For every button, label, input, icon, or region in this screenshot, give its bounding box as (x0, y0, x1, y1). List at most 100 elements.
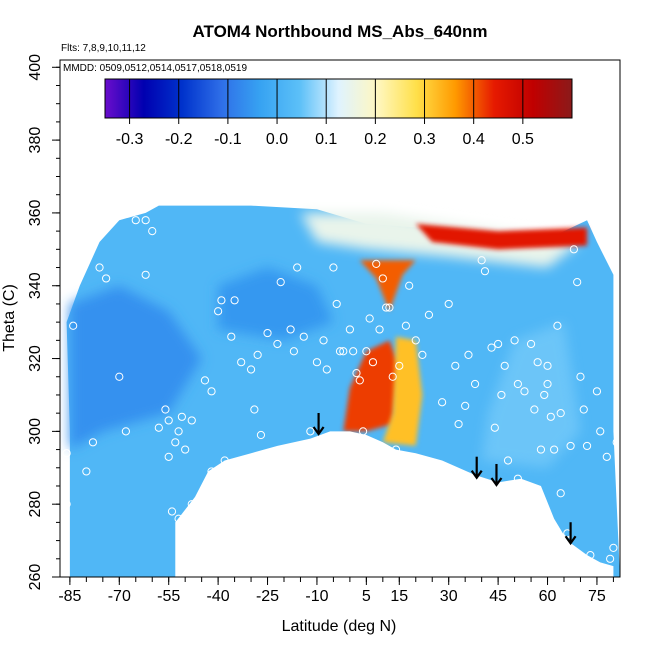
sample-point (510, 336, 519, 345)
y-axis: 260 280 300 320 340 360 380 400 (27, 54, 60, 591)
sample-point (533, 358, 542, 367)
sample-point (214, 307, 223, 316)
arrow-marker (470, 456, 483, 480)
sample-point (606, 554, 615, 563)
sample-point (464, 350, 473, 360)
sample-point (230, 296, 239, 305)
y-axis-label: Theta (C) (1, 284, 18, 352)
y-tick-label: 280 (27, 491, 44, 518)
y-tick-label: 340 (27, 272, 44, 299)
colorbar-tick-label: -0.2 (165, 131, 193, 148)
sample-point (494, 339, 503, 349)
sample-point (378, 274, 387, 283)
sample-point (497, 390, 506, 400)
sample-point (115, 372, 124, 381)
sample-point (461, 401, 470, 410)
sample-point (438, 398, 447, 407)
sample-point (237, 358, 246, 367)
sample-point (543, 379, 552, 389)
sample-point (513, 474, 522, 483)
sample-point (556, 489, 565, 498)
x-tick-label: 5 (362, 588, 371, 605)
field-subtropical-tongue (382, 336, 423, 446)
sample-point (167, 507, 177, 516)
sample-point (612, 438, 621, 447)
field-upper-plume (359, 260, 416, 312)
colorbar-gradient (104, 78, 573, 119)
colorbar-tick-label: 0.3 (413, 131, 435, 148)
field-tropical-plume (343, 340, 400, 432)
colorbar-tick-label: 0.4 (463, 131, 485, 148)
x-tick-label: -55 (157, 588, 180, 605)
sample-point (293, 263, 302, 272)
sample-point (141, 216, 150, 225)
sample-point (503, 456, 513, 465)
sample-point (339, 347, 348, 356)
sample-point (401, 321, 410, 330)
sample-point (329, 263, 338, 272)
sample-point (382, 303, 391, 312)
sample-point (141, 270, 150, 279)
x-tick-label: -85 (58, 588, 81, 605)
sample-point (253, 350, 262, 360)
sample-point (82, 467, 91, 476)
sample-point (95, 263, 104, 272)
sample-point (546, 412, 555, 421)
sample-point (424, 310, 434, 319)
x-tick-label: 75 (588, 588, 606, 605)
sample-point (520, 387, 529, 396)
sample-point (500, 361, 509, 370)
y-tick-label: 320 (27, 345, 44, 372)
x-axis: -85 -70 -55 -40 -25 -10 5 15 30 45 60 75 (58, 577, 614, 605)
sample-point (174, 514, 183, 523)
sample-point (207, 387, 216, 396)
sample-point (289, 347, 298, 356)
sample-point (164, 452, 173, 461)
arrow-marker (312, 413, 325, 436)
colorbar-tick-label: -0.1 (214, 131, 242, 148)
sample-point (490, 423, 499, 432)
surface-region (175, 431, 614, 577)
sample-points (62, 216, 621, 563)
x-tick-label: 15 (390, 588, 408, 605)
sample-point (358, 427, 368, 436)
sample-point (553, 321, 562, 330)
arrow-marker (490, 463, 503, 487)
x-tick-label: 45 (489, 588, 507, 605)
x-tick-label: -40 (207, 588, 230, 605)
sample-point (573, 277, 582, 287)
field-north-pale (481, 322, 581, 468)
y-tick-label: 380 (27, 127, 44, 154)
arrow-marker (564, 522, 577, 546)
sample-point (536, 445, 546, 454)
chart-title: ATOM4 Northbound MS_Abs_640nm (192, 22, 487, 41)
sample-point (276, 277, 285, 287)
sample-point (550, 445, 559, 454)
sample-point (200, 376, 210, 385)
sample-point (362, 347, 371, 356)
sample-point (263, 328, 272, 338)
arrow-markers (312, 413, 577, 546)
sample-point (579, 405, 588, 414)
sample-point (411, 336, 420, 345)
y-tick-label: 260 (27, 564, 44, 591)
sample-point (62, 500, 71, 509)
x-tick-label: -25 (256, 588, 279, 605)
field-upper-red (415, 223, 588, 250)
sample-point (576, 372, 585, 381)
sample-point (543, 361, 552, 370)
sample-point (592, 387, 602, 396)
sample-point (181, 445, 190, 454)
sample-point (444, 299, 453, 309)
sample-point (596, 427, 605, 436)
sample-point (62, 449, 71, 458)
sample-point (322, 365, 331, 374)
colorbar-tick-label: 0.0 (266, 131, 288, 148)
sample-point (273, 339, 282, 349)
sample-point (569, 245, 578, 254)
sample-point (319, 336, 328, 345)
dates-label: MMDD: 0509,0512,0514,0517,0518,0519 (63, 63, 247, 74)
sample-point (609, 543, 618, 552)
sample-point (372, 259, 381, 268)
flights-label: Flts: 7,8,9,10,11,12 (61, 43, 146, 54)
